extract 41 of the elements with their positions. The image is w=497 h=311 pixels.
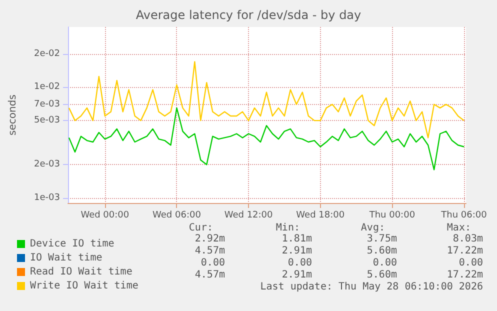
text: 4.57m [194, 270, 225, 280]
text: 5.60m [366, 246, 397, 256]
y-tick-label: 5e-03 [34, 116, 60, 126]
text: Avg: [360, 222, 385, 234]
x-tick-label: Thu 06:00 [440, 210, 488, 220]
chart-title: Average latency for /dev/sda - by day [136, 8, 362, 22]
text: Max: [446, 222, 471, 234]
text: 5.60m [366, 270, 397, 280]
legend-label: IO Wait time [30, 252, 102, 264]
y-tick-label: 2e-02 [34, 48, 60, 59]
text: 0.00 [458, 258, 483, 268]
x-tick-label: Thu 00:00 [368, 210, 416, 220]
legend-label: Write IO Wait time [30, 280, 138, 292]
x-tick-label: Wed 18:00 [296, 210, 345, 220]
line-series [68, 61, 465, 138]
text: 3.75m [366, 234, 397, 244]
text: 17.22m [446, 270, 483, 280]
legend-label: Device IO time [30, 238, 114, 250]
y-axis-title: seconds [8, 94, 18, 136]
text: 8.03m [452, 234, 483, 244]
text: 0.00 [200, 258, 225, 268]
text: 2.91m [282, 270, 312, 280]
text: 17.22m [446, 246, 483, 256]
text: Cur: [188, 222, 213, 234]
line-series [68, 107, 465, 170]
text: 2.91m [282, 246, 312, 256]
text: 0.00 [372, 258, 397, 268]
legend-label: Read IO Wait time [30, 266, 132, 278]
y-tick-label: 1e-02 [34, 82, 60, 92]
text: 2.92m [194, 234, 225, 244]
text: Last update: Thu May 28 06:10:00 2026 [260, 282, 483, 292]
x-tick-label: Wed 12:00 [224, 210, 274, 220]
y-tick-label: 2e-03 [34, 160, 60, 170]
x-tick-label: Wed 06:00 [152, 210, 202, 220]
text: 4.57m [194, 246, 225, 256]
x-tick-label: Wed 00:00 [80, 210, 130, 220]
y-tick-label: 7e-03 [34, 99, 60, 110]
y-tick-label: 1e-03 [34, 192, 60, 203]
text: 0.00 [288, 258, 312, 268]
text: Min: [276, 222, 300, 234]
text: 1.81m [282, 234, 312, 244]
